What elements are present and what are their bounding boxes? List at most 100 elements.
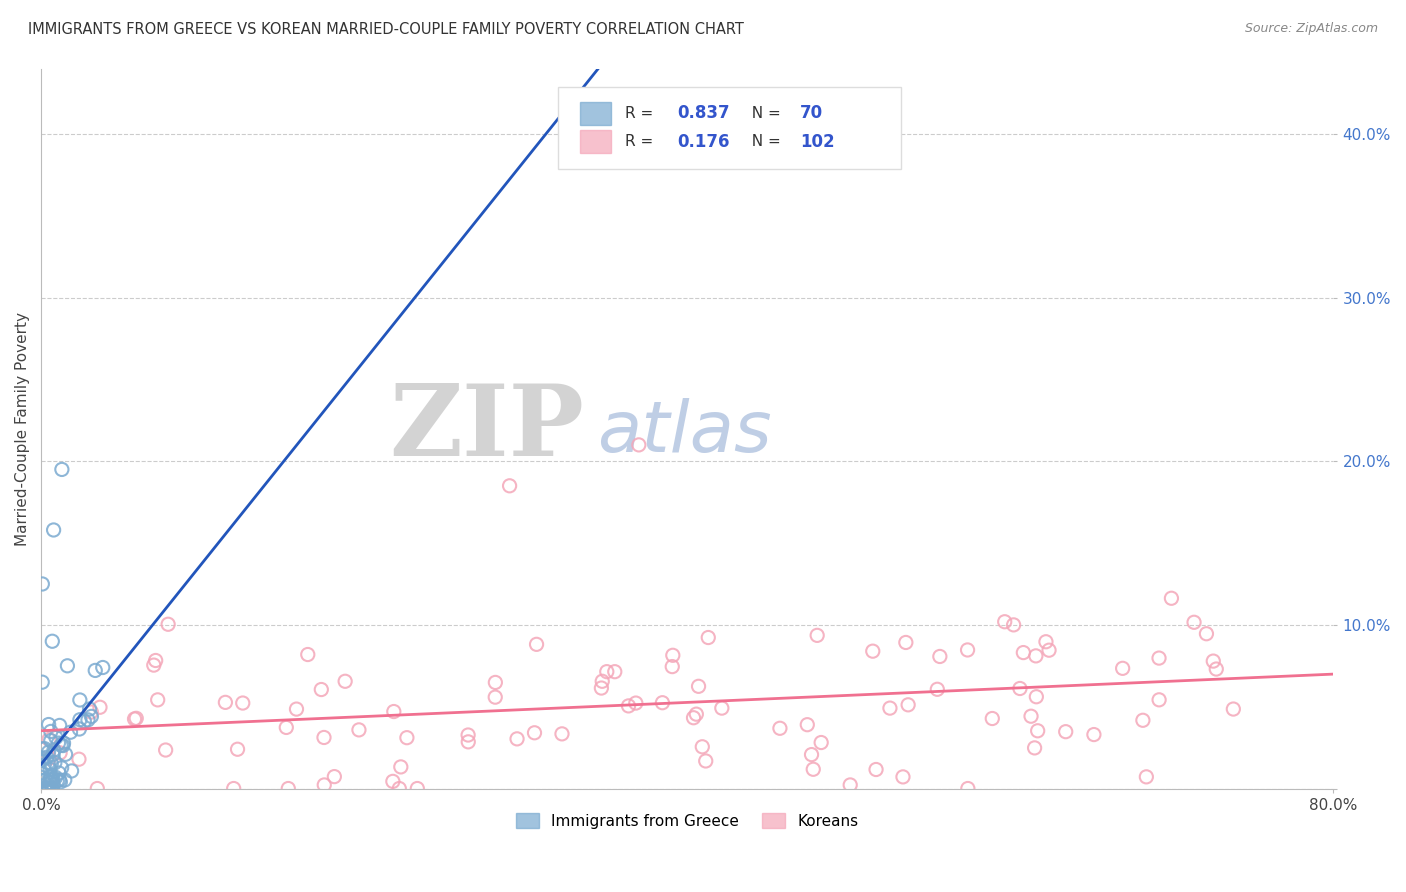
- Point: [624, 696, 647, 710]
- Point: [35, 781, 58, 796]
- Point: [35, 781, 58, 796]
- Point: [73, 714, 96, 729]
- Point: [801, 762, 824, 776]
- Point: [311, 682, 333, 697]
- Point: [38, 781, 60, 796]
- Point: [39, 770, 62, 784]
- Point: [796, 717, 818, 731]
- Point: [39, 733, 62, 747]
- Point: [347, 723, 370, 737]
- Point: [84, 664, 107, 678]
- Text: 0.837: 0.837: [676, 104, 730, 122]
- Text: N =: N =: [741, 105, 785, 120]
- Point: [1038, 643, 1060, 657]
- Point: [662, 648, 685, 663]
- Point: [1035, 634, 1057, 648]
- Text: R =: R =: [626, 105, 658, 120]
- Point: [297, 648, 319, 662]
- Point: [48, 772, 70, 787]
- FancyBboxPatch shape: [581, 130, 612, 153]
- Point: [51, 462, 73, 476]
- Point: [323, 770, 346, 784]
- Point: [226, 742, 249, 756]
- Point: [894, 635, 917, 649]
- Point: [39, 772, 62, 787]
- Point: [41, 781, 63, 796]
- Point: [67, 752, 90, 766]
- Point: [651, 696, 673, 710]
- Point: [1222, 702, 1244, 716]
- Point: [956, 781, 979, 796]
- Point: [627, 438, 650, 452]
- Text: N =: N =: [741, 135, 785, 150]
- Point: [591, 681, 613, 695]
- Point: [42, 523, 65, 537]
- Point: [506, 731, 529, 746]
- Text: 0.176: 0.176: [676, 133, 730, 151]
- Point: [39, 756, 62, 771]
- Point: [42, 778, 65, 792]
- Point: [91, 660, 114, 674]
- Point: [38, 781, 60, 796]
- Point: [80, 705, 103, 719]
- Point: [41, 634, 63, 648]
- Point: [44, 756, 66, 770]
- Point: [596, 665, 619, 679]
- Point: [1205, 662, 1227, 676]
- Point: [591, 674, 613, 689]
- Point: [277, 781, 299, 796]
- Point: [46, 773, 69, 788]
- Point: [67, 722, 90, 736]
- Point: [38, 732, 60, 747]
- Point: [389, 760, 412, 774]
- Point: [1008, 681, 1031, 696]
- Point: [928, 649, 950, 664]
- Point: [484, 675, 506, 690]
- Point: [697, 631, 720, 645]
- Point: [927, 682, 949, 697]
- Text: IMMIGRANTS FROM GREECE VS KOREAN MARRIED-COUPLE FAMILY POVERTY CORRELATION CHART: IMMIGRANTS FROM GREECE VS KOREAN MARRIED…: [28, 22, 744, 37]
- Point: [31, 751, 53, 765]
- Point: [222, 781, 245, 796]
- Point: [31, 675, 53, 690]
- Point: [35, 781, 58, 796]
- Point: [38, 717, 60, 731]
- Point: [682, 711, 704, 725]
- Point: [80, 709, 103, 723]
- Point: [865, 763, 887, 777]
- Point: [32, 773, 55, 788]
- Point: [49, 739, 72, 753]
- Text: ZIP: ZIP: [389, 380, 583, 477]
- Point: [55, 747, 77, 762]
- FancyBboxPatch shape: [558, 87, 900, 169]
- Point: [45, 770, 67, 784]
- Point: [77, 713, 100, 727]
- Point: [42, 772, 65, 787]
- Point: [38, 781, 60, 796]
- Point: [1025, 648, 1047, 663]
- Point: [69, 693, 91, 707]
- Point: [31, 766, 53, 780]
- Point: [382, 705, 405, 719]
- Point: [862, 644, 884, 658]
- Point: [37, 756, 59, 770]
- Point: [806, 628, 828, 642]
- Point: [695, 754, 717, 768]
- Point: [1002, 618, 1025, 632]
- Point: [52, 739, 75, 753]
- Point: [35, 750, 58, 764]
- Point: [710, 701, 733, 715]
- Point: [1083, 728, 1105, 742]
- Point: [484, 690, 506, 705]
- Point: [551, 727, 574, 741]
- Point: [60, 764, 83, 778]
- Point: [214, 695, 236, 709]
- FancyBboxPatch shape: [581, 102, 612, 125]
- Point: [124, 712, 146, 726]
- Point: [39, 724, 62, 739]
- Y-axis label: Married-Couple Family Poverty: Married-Couple Family Poverty: [15, 311, 30, 546]
- Point: [232, 696, 254, 710]
- Point: [53, 772, 76, 787]
- Point: [314, 778, 336, 792]
- Point: [52, 736, 75, 750]
